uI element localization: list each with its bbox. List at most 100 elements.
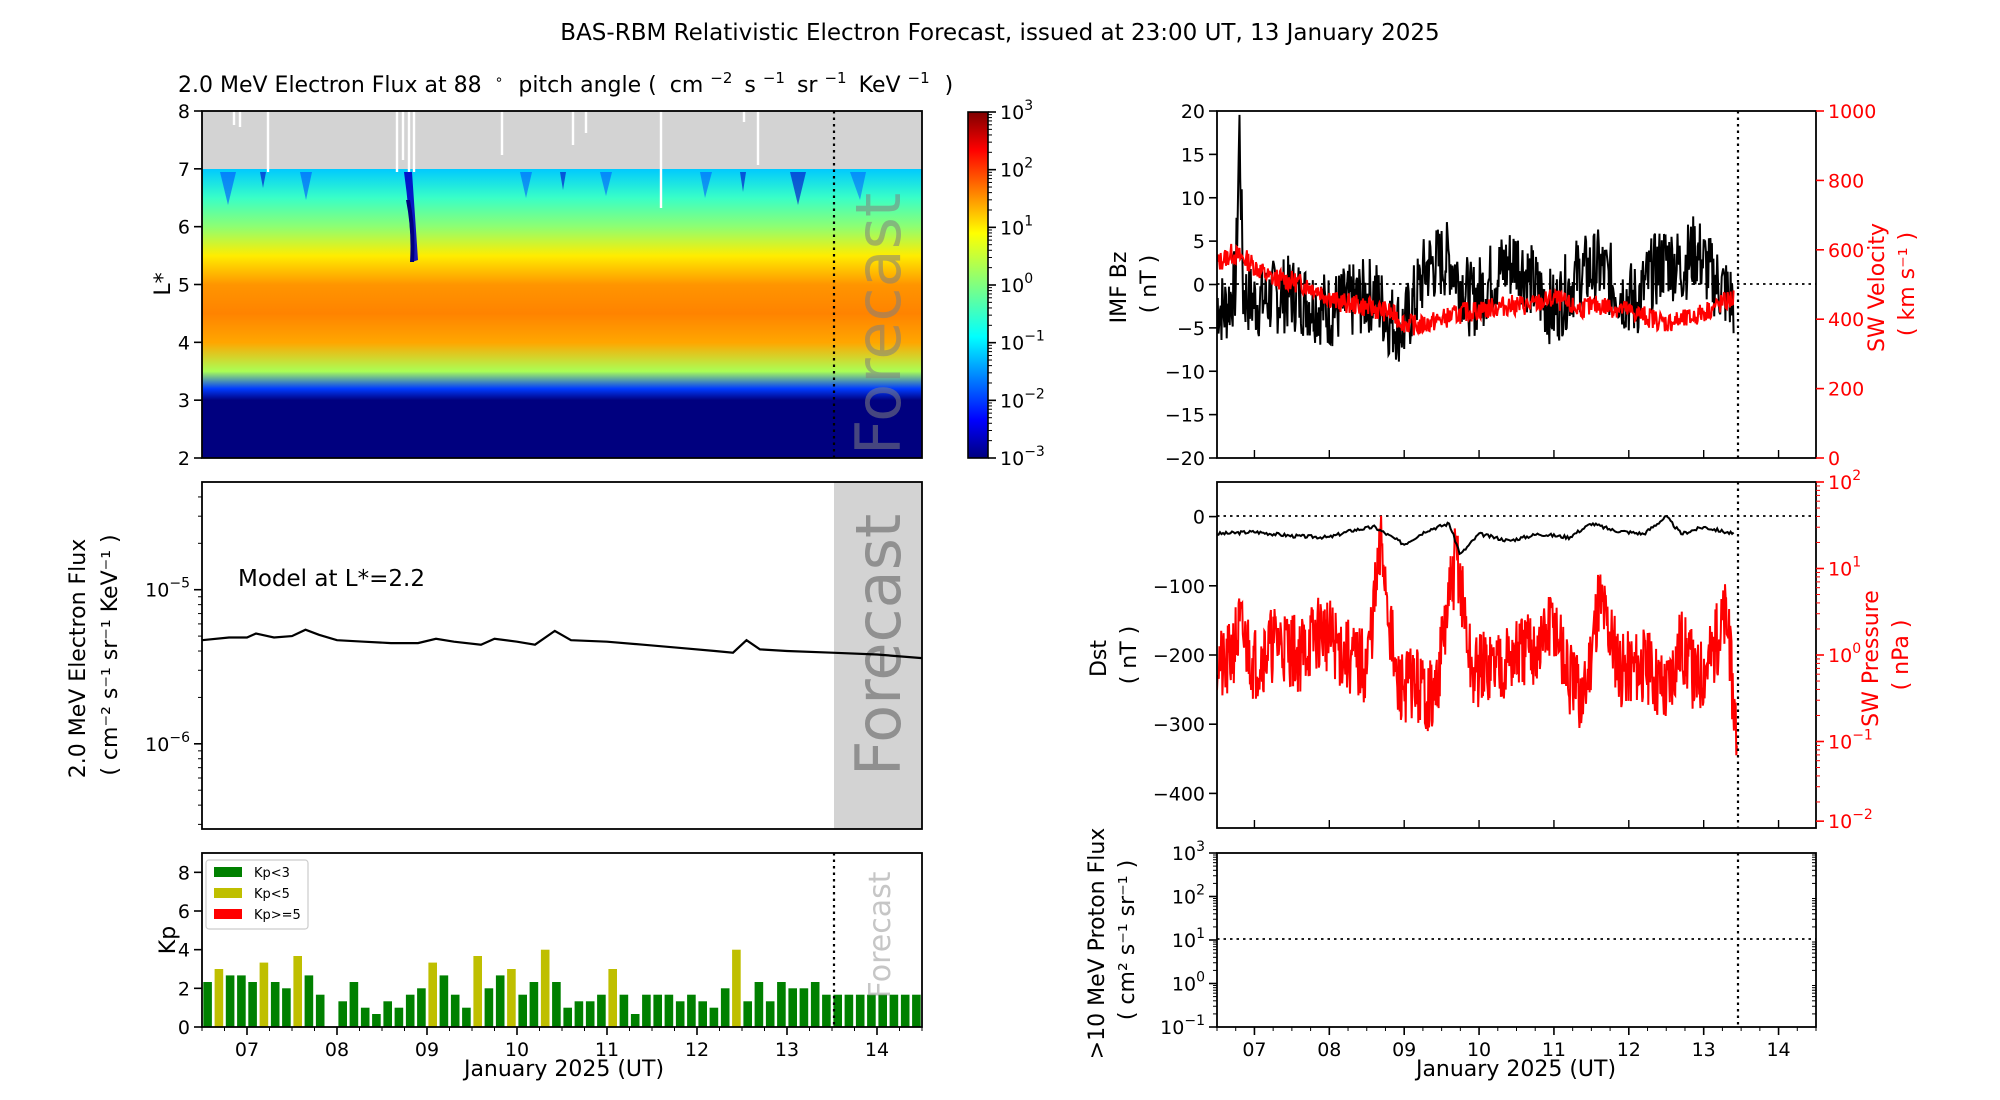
imf-y-tick-label: 10 xyxy=(1181,188,1205,210)
kp-bar xyxy=(563,1007,572,1027)
kp-bar xyxy=(360,1007,370,1027)
colorbar-tick-label: 10−1 xyxy=(1000,329,1045,355)
kp-x-axis: 07 08 09 10 11 12 13 14 xyxy=(201,1027,923,1061)
kp-bar xyxy=(473,956,482,1027)
kp-bar xyxy=(349,982,359,1027)
proton-y-tick-label: 10−1 xyxy=(1160,1013,1205,1039)
sw-velocity-tick-label: 1000 xyxy=(1828,101,1876,123)
kp-bar xyxy=(304,975,314,1027)
proton-x-tick-label: 07 xyxy=(1242,1039,1266,1061)
model-flux-line xyxy=(201,628,923,660)
proton-y-tick-label: 102 xyxy=(1172,883,1205,909)
sw-velocity-axis: 0 200 400 600 800 1000 xyxy=(1816,101,1876,470)
model-y-axis: 10−5 10−6 xyxy=(145,496,202,825)
kp-y-tick-label: 8 xyxy=(178,862,190,884)
kp-bar xyxy=(372,1014,381,1027)
sw-pressure-axis: 10−2 10−1 100 101 102 xyxy=(1816,468,1873,833)
sw-pressure-tick-label: 101 xyxy=(1828,555,1861,581)
model-y-tick-label: 10−6 xyxy=(145,730,190,756)
kp-bar xyxy=(585,1001,595,1027)
kp-y-tick-label: 0 xyxy=(178,1017,190,1039)
proton-ylabel: >10 MeV Proton Flux ( cm² s⁻¹ sr⁻¹ ) xyxy=(1085,821,1140,1060)
kp-bar xyxy=(574,1001,584,1027)
kp-bar xyxy=(754,982,764,1027)
dst-line xyxy=(1217,514,1735,556)
colorbar-tick-label: 103 xyxy=(1000,98,1033,124)
imf-y-tick-label: −15 xyxy=(1165,405,1205,427)
kp-bar xyxy=(248,982,257,1027)
colorbar-ticks: 10−3 10−2 10−1 100 101 102 103 xyxy=(988,98,1045,470)
imf-y-tick-label: −5 xyxy=(1177,318,1205,340)
figure-title: BAS-RBM Relativistic Electron Forecast, … xyxy=(560,20,1439,46)
kp-bar xyxy=(653,994,662,1027)
imf-y-axis: −20 −15 −10 −5 0 5 10 15 20 xyxy=(1165,101,1780,470)
colorbar-tick-label: 101 xyxy=(1000,213,1033,239)
kp-x-tick-label: 14 xyxy=(865,1039,889,1061)
flux-map-panel: 2.0 MeV Electron Flux at 88 ∘ pitch angl… xyxy=(151,69,1045,470)
sw-pressure-tick-label: 100 xyxy=(1828,641,1861,667)
kp-bar xyxy=(743,1001,752,1027)
kp-x-tick-label: 08 xyxy=(325,1039,349,1061)
proton-xlabel: January 2025 (UT) xyxy=(1414,1057,1616,1082)
flux-map-y-tick-label: 4 xyxy=(178,332,190,354)
sw-pressure-tick-label: 10−1 xyxy=(1828,728,1873,754)
imf-y-tick-label: 5 xyxy=(1193,231,1205,253)
kp-bar xyxy=(315,994,325,1027)
dst-y-tick-label: −100 xyxy=(1153,576,1205,598)
kp-bar xyxy=(732,949,741,1027)
kp-bar xyxy=(687,994,696,1027)
kp-bar xyxy=(788,988,797,1027)
colorbar-tick-label: 10−2 xyxy=(1000,386,1045,412)
kp-legend-swatch-red xyxy=(214,909,242,919)
colorbar-tick-label: 100 xyxy=(1000,271,1033,297)
imf-panel: −20 −15 −10 −5 0 5 10 15 20 0 200 400 600 800 1000 IM… xyxy=(1107,101,1920,470)
model-frame xyxy=(201,481,923,830)
sw-velocity-label: SW Velocity ( km s⁻¹ ) xyxy=(1865,216,1920,352)
kp-legend-swatch-yellow xyxy=(214,888,242,898)
kp-bar xyxy=(597,994,606,1027)
kp-y-tick-label: 6 xyxy=(178,901,190,923)
model-y-tick-label: 10−5 xyxy=(145,576,190,602)
kp-y-tick-label: 2 xyxy=(178,978,190,1000)
flux-map-y-tick-label: 3 xyxy=(178,390,190,412)
kp-bar xyxy=(867,994,876,1027)
kp-bar xyxy=(855,994,865,1027)
kp-y-tick-label: 4 xyxy=(178,940,190,962)
proton-x-tick-label: 12 xyxy=(1617,1039,1641,1061)
kp-bar xyxy=(383,1001,392,1027)
kp-bar xyxy=(450,994,460,1027)
kp-bar xyxy=(777,982,786,1027)
imf-y-tick-label: 15 xyxy=(1181,144,1205,166)
model-flux-panel: Forecast Model at L*=2.2 10−5 10−6 2.0 Me… xyxy=(66,481,923,830)
sw-pressure-tick-label: 10−2 xyxy=(1828,807,1873,833)
proton-x-tick-label: 13 xyxy=(1692,1039,1716,1061)
proton-frame xyxy=(1216,852,1817,1028)
kp-x-tick-label: 09 xyxy=(415,1039,439,1061)
proton-y-axis: 10−1 100 101 102 103 xyxy=(1160,839,1816,1039)
flux-map-ylabel: L* xyxy=(151,272,176,295)
kp-bar xyxy=(642,994,651,1027)
sw-velocity-tick-label: 0 xyxy=(1828,448,1840,470)
kp-bar xyxy=(799,988,809,1027)
kp-bar xyxy=(282,988,291,1027)
kp-bar xyxy=(462,1007,471,1027)
proton-y-tick-label: 100 xyxy=(1172,970,1205,996)
flux-map-y-tick-label: 6 xyxy=(178,217,190,239)
flux-map-y-axis: 2 3 4 5 6 7 8 xyxy=(178,101,202,470)
kp-bar xyxy=(540,949,550,1027)
sw-pressure-label: SW Pressure ( nPa ) xyxy=(1859,583,1914,727)
kp-bar xyxy=(608,969,617,1027)
colorbar xyxy=(967,111,989,459)
kp-bar xyxy=(900,994,910,1027)
dst-y-tick-label: −400 xyxy=(1153,783,1205,805)
kp-x-tick-label: 11 xyxy=(595,1039,619,1061)
kp-bar xyxy=(630,1014,640,1027)
colorbar-tick-label: 10−3 xyxy=(1000,444,1045,470)
proton-y-tick-label: 103 xyxy=(1172,839,1205,865)
kp-bar xyxy=(394,1007,404,1027)
kp-bar xyxy=(552,982,561,1027)
model-ylabel: 2.0 MeV Electron Flux ( cm⁻² s⁻¹ sr⁻¹ Ke… xyxy=(66,532,123,779)
kp-bar xyxy=(338,1001,347,1027)
kp-bar xyxy=(270,982,280,1027)
